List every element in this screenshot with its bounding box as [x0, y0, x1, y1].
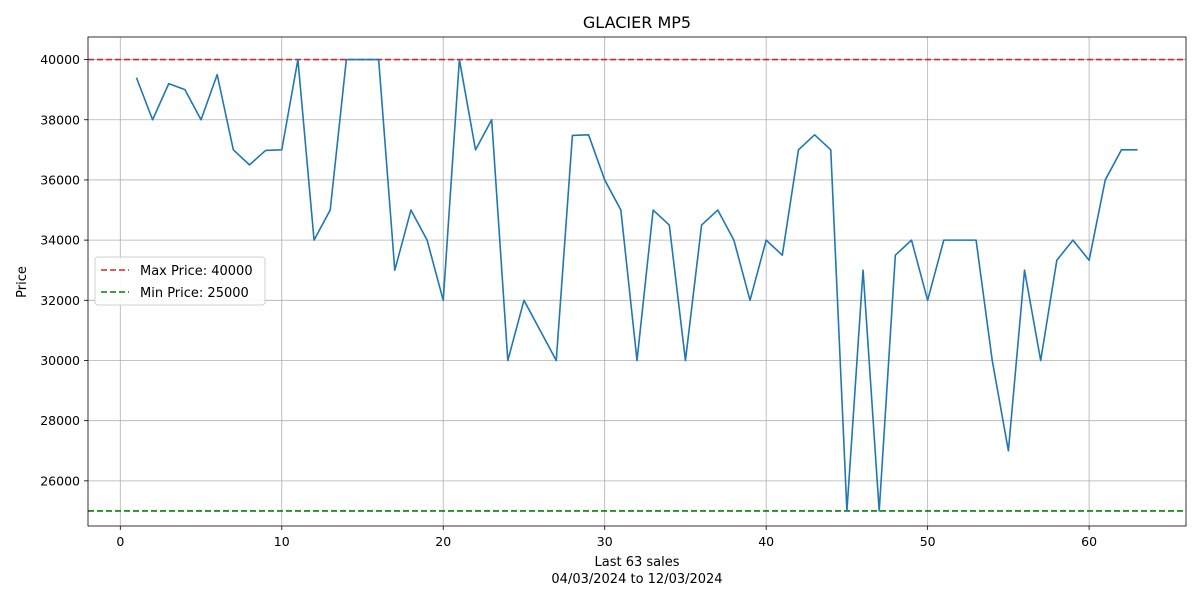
price-series-line	[135, 58, 1138, 512]
x-tick-label: 40	[758, 534, 774, 549]
y-tick-label: 26000	[40, 473, 80, 488]
reference-lines	[88, 58, 1186, 512]
y-tick-label: 36000	[40, 172, 80, 187]
y-axis-ticks: 26000 28000 30000 32000 34000 36000 38000 40000	[40, 52, 88, 488]
legend-box	[94, 256, 266, 306]
x-tick-label: 50	[920, 534, 936, 549]
y-tick-label: 38000	[40, 112, 80, 127]
y-tick-label: 34000	[40, 233, 80, 248]
plot-background	[88, 37, 1186, 526]
x-axis-label: Last 63 sales	[594, 555, 679, 570]
y-tick-label: 30000	[40, 353, 80, 368]
legend-label-min: Min Price: 25000	[140, 286, 249, 301]
x-tick-label: 0	[116, 534, 124, 549]
legend: Max Price: 40000 Min Price: 25000	[94, 256, 266, 306]
x-tick-label: 60	[1081, 534, 1097, 549]
y-tick-label: 32000	[40, 293, 80, 308]
y-tick-label: 28000	[40, 413, 80, 428]
x-tick-label: 30	[597, 534, 613, 549]
legend-label-max: Max Price: 40000	[140, 264, 253, 279]
x-tick-label: 20	[435, 534, 451, 549]
plot-frame	[87, 36, 1187, 527]
series-group	[135, 58, 1138, 512]
chart-title: GLACIER MP5	[583, 13, 691, 32]
x-axis-sublabel: 04/03/2024 to 12/03/2024	[551, 572, 722, 587]
y-tick-label: 40000	[40, 52, 80, 67]
x-tick-label: 10	[274, 534, 290, 549]
x-axis-ticks: 0 10 20 30 40 50 60	[116, 526, 1097, 549]
y-axis-label: Price	[15, 266, 30, 298]
